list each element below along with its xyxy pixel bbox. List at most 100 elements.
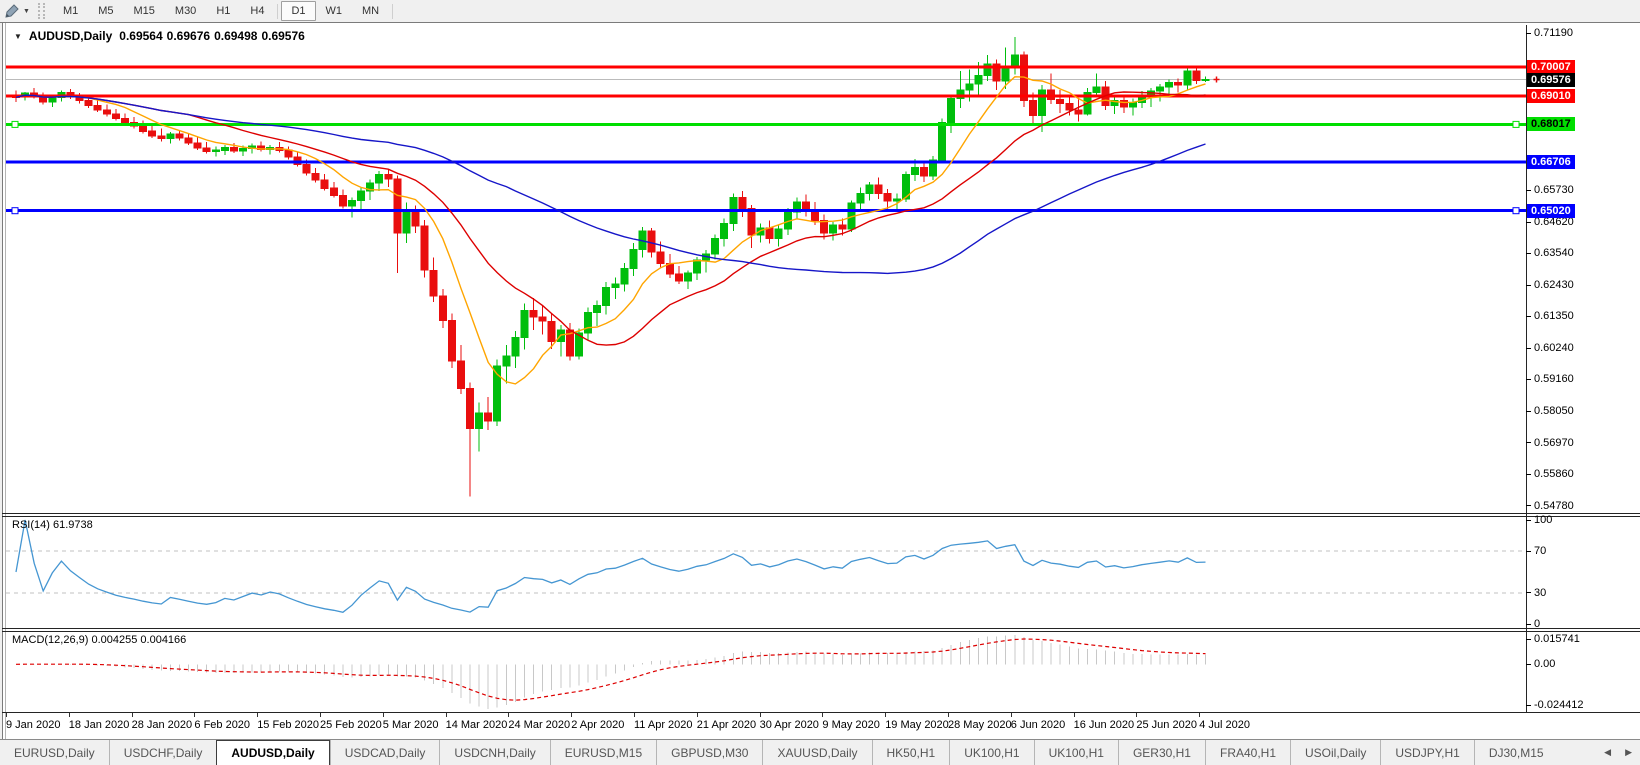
date-tick	[948, 713, 949, 717]
date-tick	[1073, 713, 1075, 717]
date-tick	[696, 713, 698, 717]
price-tick-label: 0.64620	[1526, 216, 1574, 228]
ohlc-low: 0.69498	[214, 29, 258, 43]
rsi-line	[15, 519, 1206, 614]
price-tick-label: 0.62430	[1526, 279, 1574, 291]
scroll-tabs-right-icon[interactable]: ▶	[1625, 747, 1632, 757]
moving-average-55	[15, 94, 1206, 275]
tab-uk100-h1[interactable]: UK100,H1	[949, 740, 1033, 765]
timeframe-button-m30[interactable]: M30	[174, 5, 197, 17]
chart-menu-icon[interactable]: ▼	[14, 31, 22, 41]
ohlc-open: 0.69564	[119, 29, 163, 43]
toolbar-separator	[392, 3, 394, 19]
panel-separator[interactable]	[2, 513, 1640, 514]
price-tick-label: 0.65730	[1526, 184, 1574, 196]
price-tick-label: 0.63540	[1526, 247, 1574, 259]
timeframe-button-d1[interactable]: D1	[281, 1, 316, 21]
date-label: 9 Jan 2020	[6, 719, 61, 731]
timeframe-button-m15[interactable]: M15	[133, 5, 155, 17]
macd-panel[interactable]	[6, 632, 1526, 712]
timeframe-button-mn[interactable]: MN	[362, 5, 380, 17]
timeframe-button-w1[interactable]: W1	[325, 5, 343, 17]
chart-window	[2, 23, 1640, 739]
tab-fra40-h1[interactable]: FRA40,H1	[1204, 740, 1290, 765]
tab-ger30-h1[interactable]: GER30,H1	[1117, 740, 1205, 765]
date-label: 15 Feb 2020	[257, 719, 319, 731]
date-tick	[1136, 713, 1138, 717]
window-border-left-inner	[5, 23, 6, 739]
panel-separator	[2, 712, 1640, 713]
tab-hk50-h1[interactable]: HK50,H1	[871, 740, 950, 765]
date-label: 14 Mar 2020	[445, 719, 508, 731]
timeframe-button-m5[interactable]: M5	[98, 5, 114, 17]
tab-gbpusd-m30[interactable]: GBPUSD,M30	[656, 740, 762, 765]
date-tick	[194, 713, 196, 717]
rsi-label: RSI(14) 61.9738	[12, 519, 93, 531]
tab-usoil-daily[interactable]: USOil,Daily	[1290, 740, 1380, 765]
price-tick-label: 0.59160	[1526, 373, 1574, 385]
date-label: 30 Apr 2020	[759, 719, 819, 731]
price-tick-label: 0.55860	[1526, 468, 1574, 480]
date-label: 11 Apr 2020	[634, 719, 693, 731]
date-tick	[68, 713, 70, 717]
date-tick	[445, 713, 447, 717]
date-tick	[382, 713, 384, 717]
tab-usdjpy-h1[interactable]: USDJPY,H1	[1380, 740, 1473, 765]
tab-usdcnh-daily[interactable]: USDCNH,Daily	[439, 740, 549, 765]
tab-usdchf-daily[interactable]: USDCHF,Daily	[108, 740, 217, 765]
panel-separator[interactable]	[2, 628, 1640, 629]
date-label: 25 Feb 2020	[320, 719, 382, 731]
line-handle[interactable]	[1512, 207, 1520, 215]
rsi-tick-label: 70	[1526, 545, 1546, 557]
date-tick	[634, 713, 635, 717]
macd-label: MACD(12,26,9) 0.004255 0.004166	[12, 634, 187, 646]
tab-usdcad-daily[interactable]: USDCAD,Daily	[329, 740, 440, 765]
rsi-tick-label: 30	[1526, 587, 1546, 599]
line-handle[interactable]	[11, 207, 19, 215]
timeframe-button-h1[interactable]: H1	[216, 5, 231, 17]
panel-separator[interactable]	[2, 516, 1640, 517]
symbol-title: AUDUSD,Daily	[28, 29, 113, 43]
tab-scroll-arrows: ◀ ▶	[1604, 740, 1632, 765]
date-tick	[508, 713, 510, 717]
rsi-tick-label: 0	[1526, 618, 1540, 630]
price-level-chip: 0.69010	[1527, 88, 1575, 103]
line-handle[interactable]	[11, 120, 19, 128]
panel-separator[interactable]	[2, 631, 1640, 632]
tab-xauusd-daily[interactable]: XAUUSD,Daily	[762, 740, 871, 765]
timeframe-button-m1[interactable]: M1	[62, 5, 79, 17]
toolbar-grip[interactable]	[37, 3, 45, 19]
date-label: 28 May 2020	[948, 719, 1012, 731]
date-axis[interactable]: 9 Jan 2020 18 Jan 2020 28 Jan 2020 6 Feb 20…	[6, 713, 1526, 739]
price-tick-label: 0.71190	[1526, 27, 1573, 39]
macd-tick-label: -0.024412	[1526, 699, 1584, 711]
window-border-left	[2, 23, 3, 739]
chart-tabs: EURUSD,Daily USDCHF,Daily AUDUSD,Daily USDC…	[0, 739, 1640, 765]
chart-title: ▼ AUDUSD,Daily 0.69564 0.69676 0.69498 0…	[14, 29, 305, 43]
tab-uk100-h1[interactable]: UK100,H1	[1033, 740, 1118, 765]
tab-audusd-daily[interactable]: AUDUSD,Daily	[216, 740, 330, 765]
rsi-panel[interactable]	[6, 517, 1526, 627]
line-handle[interactable]	[1512, 120, 1520, 128]
tab-eurusd-daily[interactable]: EURUSD,Daily	[14, 745, 95, 760]
drawing-tools-icon[interactable]	[2, 2, 22, 20]
tab-dj30-m15[interactable]: DJ30,M15	[1473, 740, 1558, 765]
top-toolbar: ▼ M1 M5 M15 M30 H1 H4 D1 W1 MN	[0, 0, 1640, 22]
price-level-chip: 0.69576	[1527, 72, 1575, 87]
tab-eurusd-m15[interactable]: EURUSD,M15	[549, 740, 656, 765]
scroll-tabs-left-icon[interactable]: ◀	[1604, 747, 1612, 757]
date-tick	[257, 713, 259, 717]
rsi-tick-label: 100	[1526, 514, 1552, 526]
price-level-chip: 0.66706	[1527, 155, 1575, 170]
price-scale-border	[1526, 25, 1527, 713]
date-tick	[1199, 713, 1201, 717]
price-tick-label: 0.61350	[1526, 310, 1574, 322]
candlestick-chart[interactable]	[6, 25, 1526, 513]
price-scale[interactable]: 0.71190 0.65730 0.64620 0.63540 0.62430 0.613…	[1526, 0, 1640, 765]
chevron-down-icon[interactable]: ▼	[23, 7, 30, 15]
ohlc-high: 0.69676	[166, 29, 211, 43]
timeframe-buttons: M1 M5 M15 M30 H1 H4 D1 W1 MN	[53, 1, 396, 21]
window-border-top	[0, 22, 1640, 23]
timeframe-button-h4[interactable]: H4	[250, 5, 265, 17]
date-label: 6 Jun 2020	[1010, 719, 1066, 731]
